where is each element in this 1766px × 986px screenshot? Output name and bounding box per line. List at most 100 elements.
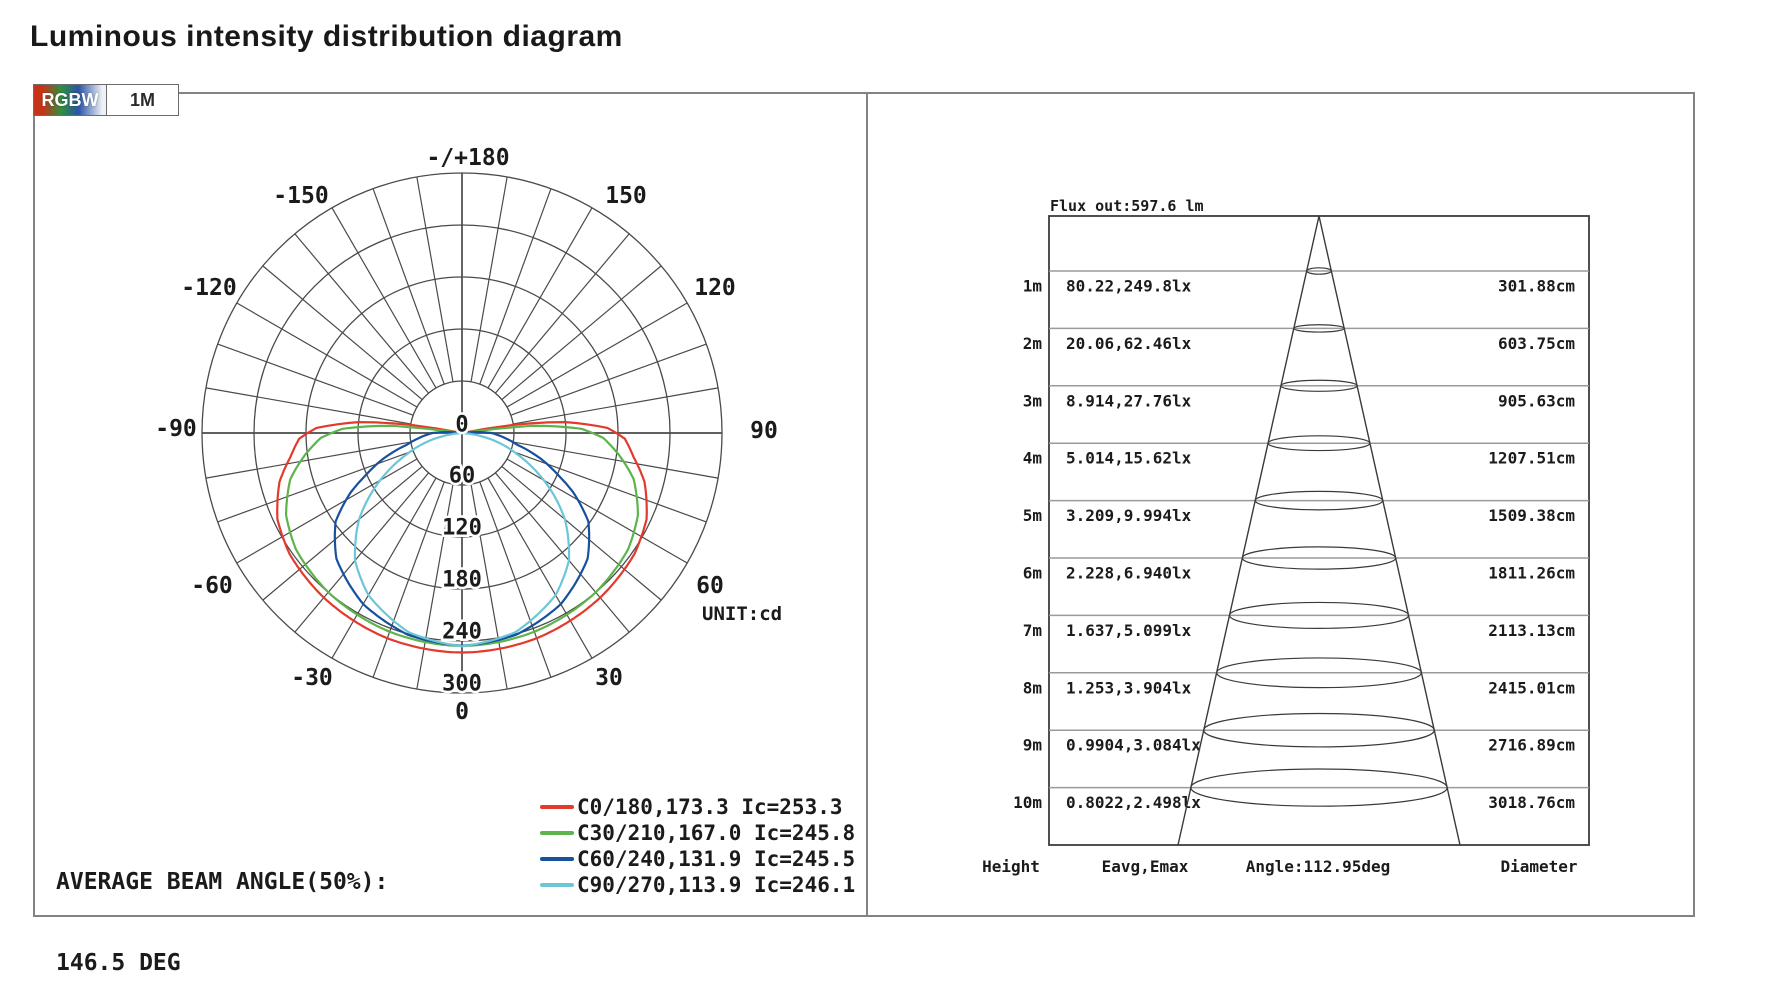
polar-radial-tick-label: 60	[449, 464, 476, 489]
polar-grid-spoke	[331, 207, 437, 389]
cone-row-height: 3m	[1023, 391, 1043, 410]
polar-grid-spoke	[372, 188, 445, 385]
average-beam-angle: AVERAGE BEAM ANGLE(50%): 146.5 DEG	[56, 815, 388, 986]
cone-row-height: 1m	[1023, 277, 1043, 296]
polar-angle-label: 120	[694, 275, 736, 301]
polar-angle-label: -150	[273, 183, 328, 209]
cone-row-diameter: 2415.01cm	[1488, 678, 1575, 697]
cone-row-height: 10m	[1013, 793, 1042, 812]
polar-radial-tick-label: 300	[442, 672, 482, 697]
unit-label: UNIT:cd	[702, 603, 783, 625]
polar-grid-spoke	[487, 477, 593, 659]
legend-line-swatch	[540, 883, 574, 887]
legend-line-swatch	[540, 857, 574, 861]
legend-entry-label: C60/240,131.9 Ic=245.5	[577, 847, 856, 871]
polar-grid-spoke	[205, 441, 411, 479]
polar-grid-spoke	[506, 302, 688, 408]
intensity-curve-C0-180	[276, 421, 648, 654]
polar-grid-spoke	[331, 477, 437, 659]
legend-entry-label: C30/210,167.0 Ic=245.8	[577, 821, 856, 845]
cone-row-eavg-emax: 5.014,15.62lx	[1066, 449, 1192, 468]
polar-grid-spoke	[236, 458, 418, 564]
polar-grid-spoke	[470, 484, 508, 690]
legend-entry: C60/240,131.9 Ic=245.5	[540, 846, 855, 872]
polar-grid-spoke	[506, 458, 688, 564]
column-label-height: Height	[982, 857, 1040, 876]
tab-1m[interactable]: 1M	[106, 85, 178, 115]
cone-row-diameter: 3018.76cm	[1488, 793, 1575, 812]
polar-grid-spoke	[372, 481, 445, 678]
cone-row-diameter: 2113.13cm	[1488, 621, 1575, 640]
panel-divider	[866, 92, 868, 917]
cone-row-diameter: 603.75cm	[1498, 334, 1575, 353]
polar-grid-spoke	[479, 188, 552, 385]
flux-out-label: Flux out:597.6 lm	[1050, 197, 1204, 215]
polar-angle-label: -30	[291, 665, 333, 691]
legend-entry: C30/210,167.0 Ic=245.8	[540, 820, 855, 846]
legend-entry-label: C90/270,113.9 Ic=246.1	[577, 873, 856, 897]
polar-grid-spoke	[205, 387, 411, 425]
polar-grid-spoke	[494, 233, 630, 394]
polar-grid-spoke	[501, 265, 662, 401]
average-beam-angle-value: 146.5 DEG	[56, 950, 181, 976]
cone-row-eavg-emax: 2.228,6.940lx	[1066, 564, 1192, 583]
intensity-curve-C90-270	[353, 431, 571, 648]
polar-grid-spoke	[236, 302, 418, 408]
cone-row-diameter: 1207.51cm	[1488, 449, 1575, 468]
cone-row-diameter: 1509.38cm	[1488, 506, 1575, 525]
cone-edge-left	[1177, 215, 1320, 846]
average-beam-angle-label: AVERAGE BEAM ANGLE(50%):	[56, 869, 389, 895]
tab-rgbw[interactable]: RGBW	[34, 85, 106, 115]
polar-grid-spoke	[217, 343, 414, 416]
polar-radial-tick-label: 180	[442, 568, 482, 593]
cone-row-diameter: 2716.89cm	[1488, 736, 1575, 755]
polar-angle-label: 30	[595, 665, 623, 691]
cone-row-diameter: 1811.26cm	[1488, 564, 1575, 583]
polar-radial-tick-label: 120	[442, 516, 482, 541]
cone-row-height: 2m	[1023, 334, 1043, 353]
legend-line-swatch	[540, 831, 574, 835]
polar-grid-spoke	[510, 343, 707, 416]
polar-grid-spoke	[487, 207, 593, 389]
legend-entry: C90/270,113.9 Ic=246.1	[540, 872, 855, 898]
cone-row-diameter: 301.88cm	[1498, 277, 1575, 296]
polar-angle-label: 60	[696, 573, 724, 599]
cone-row-height: 7m	[1023, 621, 1043, 640]
cone-row-height: 4m	[1023, 449, 1043, 468]
cone-row-eavg-emax: 3.209,9.994lx	[1066, 506, 1192, 525]
page-title: Luminous intensity distribution diagram	[30, 20, 623, 53]
cone-row-diameter: 905.63cm	[1498, 391, 1575, 410]
polar-radial-tick-label: 0	[455, 413, 468, 438]
polar-grid-spoke	[510, 450, 707, 523]
cone-row-eavg-emax: 1.637,5.099lx	[1066, 621, 1192, 640]
polar-grid-spoke	[416, 484, 454, 690]
cone-row-eavg-emax: 1.253,3.904lx	[1066, 678, 1192, 697]
polar-grid-spoke	[262, 465, 423, 601]
diagram-frame	[33, 92, 1695, 917]
polar-grid-spoke	[513, 441, 719, 479]
polar-angle-label: -60	[191, 573, 233, 599]
cone-row-height: 5m	[1023, 506, 1043, 525]
polar-grid-spoke	[470, 176, 508, 382]
cone-row-height: 8m	[1023, 678, 1043, 697]
polar-legend: C0/180,173.3 Ic=253.3 C30/210,167.0 Ic=24…	[540, 794, 855, 898]
polar-grid-spoke	[513, 387, 719, 425]
polar-angle-label: -90	[155, 416, 197, 442]
cone-row-eavg-emax: 80.22,249.8lx	[1066, 277, 1192, 296]
polar-grid-spoke	[501, 465, 662, 601]
polar-grid-spoke	[294, 472, 430, 633]
polar-angle-label: 0	[455, 699, 469, 725]
polar-angle-label: 150	[605, 183, 647, 209]
cone-row-eavg-emax: 20.06,62.46lx	[1066, 334, 1192, 353]
polar-grid-spoke	[294, 233, 430, 394]
polar-grid-spoke	[479, 481, 552, 678]
column-label-eavg-emax: Eavg,Emax	[1101, 857, 1189, 876]
cone-row-eavg-emax: 8.914,27.76lx	[1066, 391, 1192, 410]
polar-angle-label: -120	[181, 275, 236, 301]
beam-angle-label: Angle:112.95deg	[1245, 857, 1391, 876]
polar-radial-tick-label: 240	[442, 620, 482, 645]
polar-grid-spoke	[416, 176, 454, 382]
cone-edge-right	[1318, 215, 1461, 846]
